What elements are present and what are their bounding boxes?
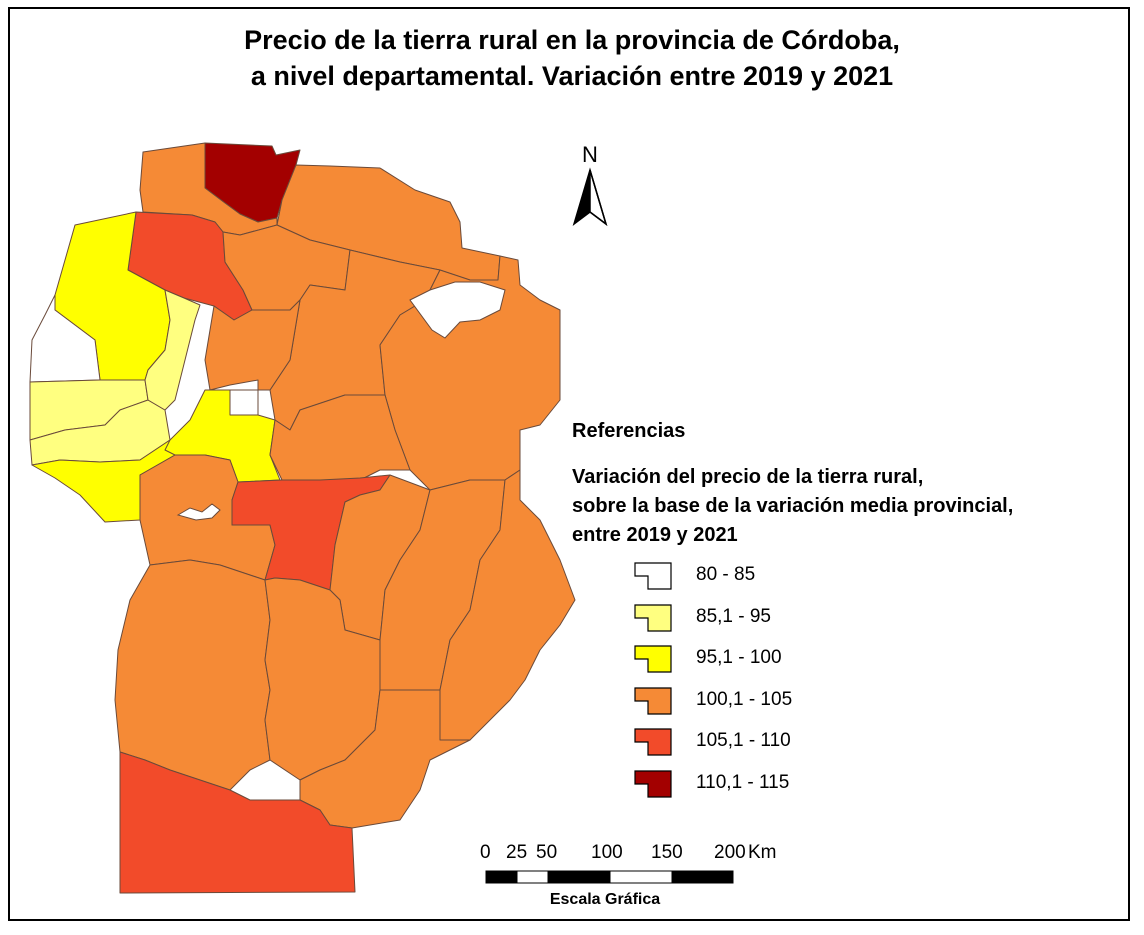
scale-bar-graphic	[485, 870, 734, 884]
legend-label: 80 - 85	[696, 564, 756, 585]
scale-unit: Km	[748, 842, 777, 863]
scale-tick-label: 0	[480, 842, 491, 863]
legend-label: 95,1 - 100	[696, 647, 782, 668]
legend-subtitle-line: Variación del precio de la tierra rural,	[572, 466, 924, 488]
scale-tick-label: 50	[536, 842, 558, 863]
map-title-line-2: a nivel departamental. Variación entre 2…	[250, 61, 894, 91]
legend-subtitle-line: sobre la base de la variación media prov…	[572, 495, 1014, 517]
north-arrow-icon	[572, 167, 608, 226]
scale-tick-label: 100	[591, 842, 623, 863]
scale-tick-label: 200	[714, 842, 746, 863]
map-title-line-1: Precio de la tierra rural en la provinci…	[244, 25, 900, 55]
scale-caption: Escala Gráfica	[549, 891, 661, 908]
north-arrow: N	[570, 142, 610, 232]
legend: Referencias Variación del precio de la t…	[572, 420, 1013, 798]
dept-marcos-juarez	[439, 469, 576, 741]
lake-calamuchita	[176, 503, 221, 521]
dept-rio-cuarto	[114, 559, 271, 791]
scale-tick-labels: 0 25 50 100 150 200 Km	[480, 842, 800, 866]
legend-swatch	[634, 728, 672, 756]
legend-label: 105,1 - 110	[696, 730, 791, 751]
legend-swatch	[634, 769, 672, 798]
north-arrow-label: N	[582, 142, 598, 167]
legend-subtitle: Variación del precio de la tierra rural,…	[572, 463, 1013, 550]
dept-general-roca	[119, 751, 356, 894]
scale-tick-label: 150	[651, 842, 683, 863]
map-title: Precio de la tierra rural en la provinci…	[0, 22, 1144, 94]
legend-subtitle-line: entre 2019 y 2021	[572, 524, 738, 546]
dept-capital	[229, 389, 259, 416]
legend-label: 85,1 - 95	[696, 605, 771, 627]
scale-tick-label: 25	[506, 842, 528, 863]
scale-bar: 0 25 50 100 150 200 Km Escala Gráfica	[480, 842, 800, 912]
legend-swatch	[634, 686, 672, 715]
legend-swatch	[634, 562, 672, 590]
legend-swatch	[634, 645, 672, 673]
legend-label: 100,1 - 105	[696, 688, 793, 710]
legend-swatch	[634, 603, 672, 632]
legend-heading: Referencias	[572, 420, 686, 442]
lake-mar-chiquita	[409, 281, 506, 339]
legend-label: 110,1 - 115	[696, 771, 790, 793]
dept-punilla	[144, 289, 201, 411]
